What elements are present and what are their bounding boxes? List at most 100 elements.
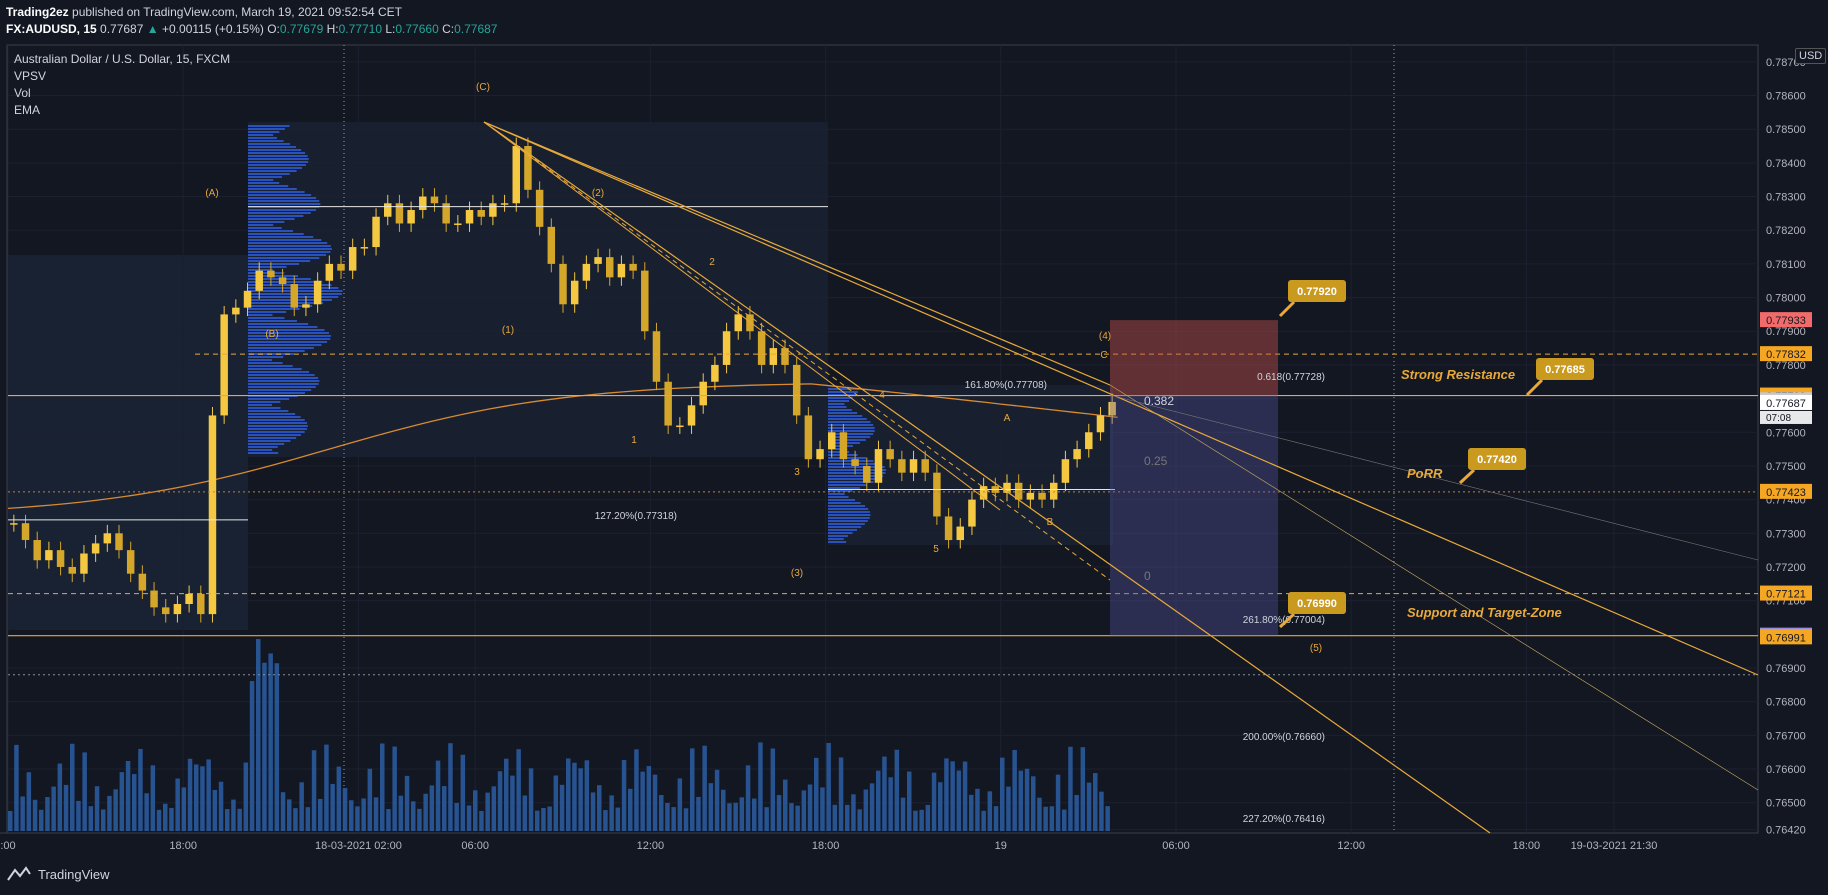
low-value: 0.77660 (395, 22, 439, 36)
volume-profile-bar (828, 418, 867, 420)
candle-body (21, 523, 30, 541)
volume-bar (869, 783, 875, 831)
price-tag-label: 0.77121 (1766, 589, 1806, 601)
volume-profile-bar (248, 314, 273, 316)
volume-profile-bar (248, 185, 289, 187)
candle-body (197, 593, 205, 615)
volume-profile-bar (248, 161, 309, 163)
volume-bar (708, 783, 714, 831)
volume-profile-bar (248, 440, 291, 442)
callout-pointer (1525, 378, 1544, 397)
volume-profile-bar (248, 146, 296, 148)
legend-title[interactable]: Australian Dollar / U.S. Dollar, 15, FXC… (14, 52, 231, 66)
low-label: L: (385, 22, 396, 36)
callout-label: 0.76990 (1297, 598, 1337, 610)
volume-profile-bar (248, 368, 302, 370)
volume-bar (225, 809, 230, 831)
publisher-name[interactable]: Trading2ez (6, 5, 69, 19)
volume-profile-bar (248, 386, 316, 388)
currency-button[interactable]: USD (1795, 48, 1827, 64)
volume-bar (342, 788, 348, 831)
legend-ema[interactable]: EMA (14, 103, 41, 117)
candle-body (1061, 459, 1070, 483)
volume-profile-bar (248, 218, 295, 220)
stop-zone (1110, 320, 1278, 396)
volume-bar (882, 756, 887, 831)
wave-label: B (1047, 517, 1054, 528)
volume-bar (671, 807, 676, 831)
candle-body (126, 550, 135, 574)
symbol-label: FX:AUDUSD, 15 (6, 22, 97, 36)
volume-bar (231, 799, 236, 831)
candle-body (477, 210, 485, 217)
volume-bar (442, 786, 447, 831)
volume-bar (807, 784, 813, 831)
volume-bar (330, 783, 335, 831)
volume-profile-bar (828, 481, 874, 483)
volume-bar (237, 808, 242, 831)
callout-pointer (1278, 300, 1296, 318)
volume-profile-bar (248, 425, 308, 427)
volume-bar (913, 810, 918, 831)
volume-bar (45, 797, 50, 831)
volume-profile-bar (248, 242, 328, 244)
volume-profile-bar (248, 239, 322, 241)
volume-bar (1000, 757, 1005, 831)
volume-bar (132, 774, 137, 831)
volume-bar (851, 794, 856, 831)
volume-bar (566, 758, 571, 831)
volume-profile-bar (248, 413, 296, 415)
wave-label: C (1100, 350, 1107, 361)
volume-bar (634, 749, 639, 831)
candle-body (816, 449, 824, 460)
volume-profile-bar (828, 400, 850, 402)
volume-profile-bar (828, 412, 858, 414)
volume-profile-bar (248, 128, 285, 130)
callout-pointer (1458, 468, 1476, 485)
volume-bar (349, 800, 354, 831)
volume-profile-bar (828, 511, 871, 513)
volume-bar (324, 744, 329, 831)
volume-bar (597, 785, 602, 831)
candle-body (173, 604, 182, 615)
volume-bar (975, 788, 980, 831)
legend-vpsv[interactable]: VPSV (14, 69, 47, 83)
volume-bar (739, 797, 745, 831)
wave-label: (5) (1310, 643, 1322, 654)
candle-body (395, 203, 404, 224)
volume-bar (603, 810, 608, 831)
trend-line (483, 121, 1759, 676)
volume-bar (1105, 806, 1110, 831)
volume-profile-bar (248, 431, 305, 433)
volume-profile-bar (828, 514, 871, 516)
volume-bar (950, 761, 955, 831)
change-arrow-icon: ▲ (146, 22, 159, 36)
price-tag (1760, 346, 1812, 362)
volume-profile-bar (248, 317, 285, 319)
x-tick-label: 19 (995, 840, 1007, 852)
tradingview-branding[interactable]: TradingView (6, 866, 110, 882)
legend-vol[interactable]: Vol (14, 86, 31, 100)
y-tick-label: 0.78500 (1766, 124, 1806, 136)
volume-bar (305, 807, 311, 831)
volume-profile-bar (828, 427, 875, 429)
candle-body (489, 203, 497, 217)
volume-bar (727, 803, 732, 831)
candle-body (711, 364, 719, 382)
volume-profile-bar (828, 451, 850, 453)
candle-body (383, 203, 392, 217)
volume-bar (94, 786, 100, 831)
volume-bar (888, 777, 893, 831)
price-tag (1760, 312, 1812, 328)
volume-bar (516, 749, 521, 831)
volume-profile-bar (828, 499, 856, 501)
fib-label: 0.618(0.77728) (1257, 372, 1325, 383)
volume-bar (435, 760, 441, 831)
candle-body (804, 415, 813, 460)
candle-body (886, 449, 894, 460)
volume-profile-bar (248, 251, 331, 253)
volume-profile-bar (248, 422, 308, 424)
volume-profile-bar (828, 538, 844, 540)
publish-line: Trading2ez published on TradingView.com,… (6, 5, 402, 19)
